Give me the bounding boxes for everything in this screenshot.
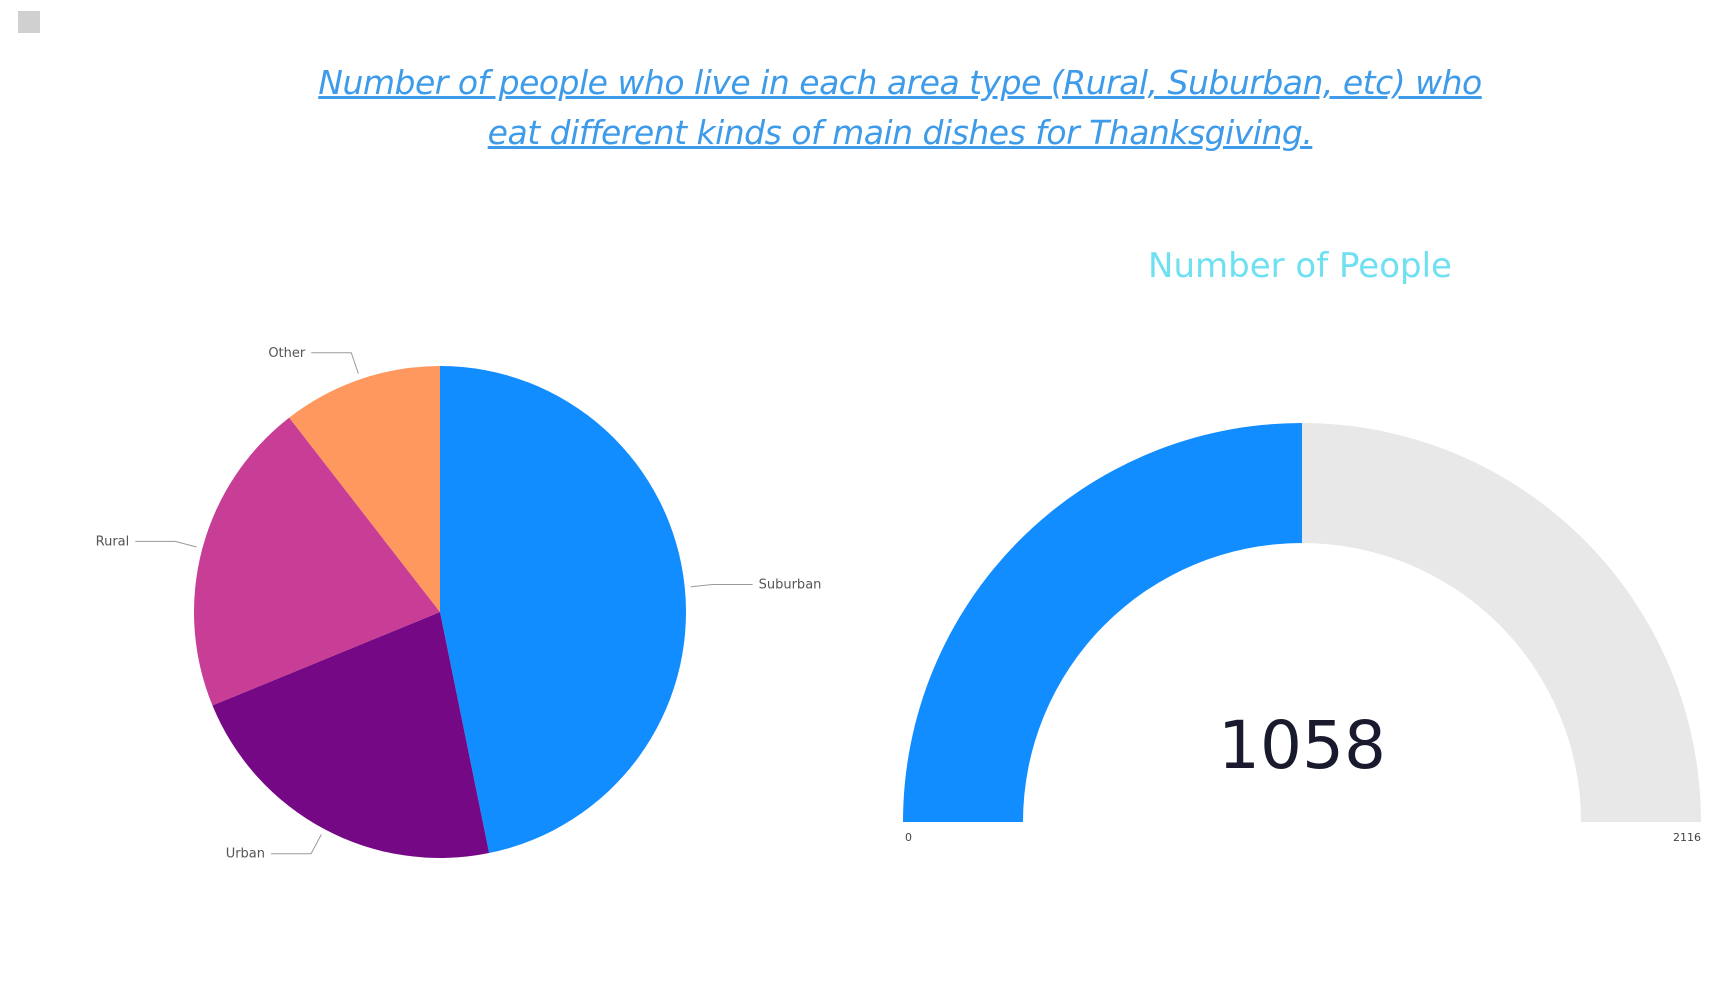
page-title: Number of people who live in each area t… bbox=[318, 63, 1482, 152]
corner-focus-box[interactable] bbox=[18, 11, 40, 33]
pie-label-suburban: Suburban bbox=[759, 578, 822, 593]
pie-leader-rural bbox=[135, 540, 197, 548]
pie-leader-other bbox=[311, 352, 359, 374]
gauge-chart[interactable]: 1058 0 2116 bbox=[903, 423, 1701, 844]
gauge-title: Number of People bbox=[1148, 246, 1452, 286]
pie-chart[interactable]: Suburban Urban Rural Other bbox=[96, 346, 822, 862]
pie-label-rural: Rural bbox=[96, 534, 130, 549]
pie-leader-urban bbox=[271, 834, 322, 855]
pie-label-other: Other bbox=[268, 346, 306, 361]
pie-slice-rural[interactable] bbox=[193, 417, 440, 706]
gauge-max-label: 2116 bbox=[1673, 831, 1701, 844]
pie-label-urban: Urban bbox=[226, 847, 265, 862]
gauge-track bbox=[1302, 423, 1701, 822]
pie-slice-urban[interactable] bbox=[212, 612, 490, 859]
pie-leader-suburban bbox=[690, 584, 753, 588]
pie-slice-suburban[interactable] bbox=[440, 366, 687, 854]
pie-slice-other[interactable] bbox=[289, 366, 440, 612]
gauge-fill[interactable] bbox=[903, 423, 1302, 822]
gauge-value: 1058 bbox=[1218, 707, 1386, 784]
gauge-min-label: 0 bbox=[905, 831, 912, 844]
